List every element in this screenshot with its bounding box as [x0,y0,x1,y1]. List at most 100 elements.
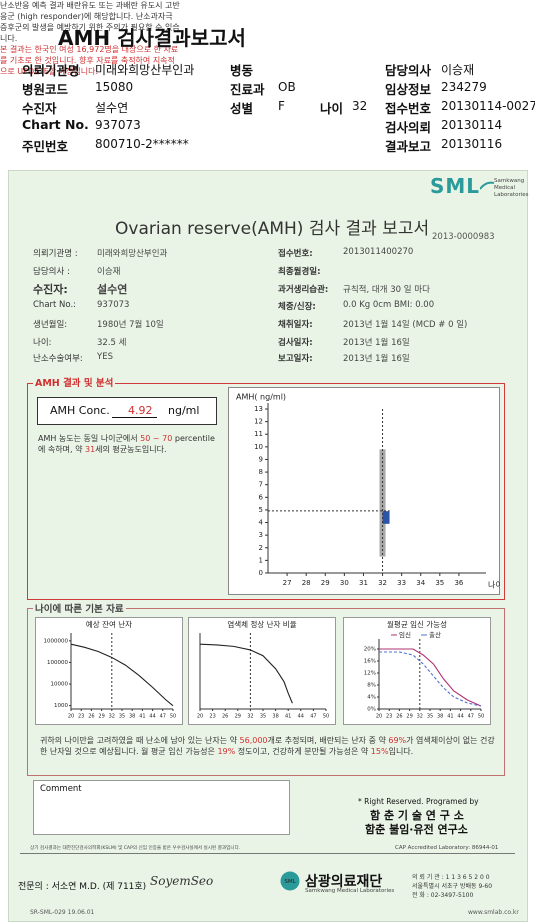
chart-title: 월평균 임신 가능성 [387,619,447,629]
analysis-note: 본 결과는 한국인 여성 16,972명을 대상으로 한 자료를 기초로 한 것… [0,45,179,76]
field-value: 234279 [441,80,487,94]
field-value: 32 [352,99,368,113]
field-label: 담당의사 [385,63,432,78]
field-value: 이승재 [97,267,121,277]
field-value: 설수연 [95,101,129,115]
report-title: Ovarian reserve(AMH) 검사 결과 보고서 [115,219,430,239]
x-tick-label: 29 [235,714,241,720]
amh-chart-frame [228,387,500,595]
field-value: 937073 [95,118,141,132]
field-label: 체중/신장: [278,302,316,312]
y-tick-label: 0 [259,569,263,577]
amh-label: AMH Conc. [50,404,110,417]
chart-frame [343,617,491,725]
y-tick-label: 8 [259,468,263,476]
curve [379,648,482,707]
x-tick-label: 32 [247,714,253,720]
highlight: 19% [217,747,236,756]
x-tick-label: 20 [68,714,74,720]
age-chart: 염색체 정상 난자 비율 20 23 26 29 32 35 38 41 44 47 50 [188,617,336,725]
x-tick-label: 35 [119,714,125,720]
field-label: 병동 [230,63,254,78]
x-tick-label: 38 [129,714,135,720]
field-value: 20130114 [441,118,503,132]
y-tick-label: 12% [364,671,376,677]
x-axis-label: 나이 [488,580,500,590]
field-label: 주민번호 [22,139,69,154]
x-tick-label: 50 [323,714,329,720]
curve [70,643,174,707]
badge [280,871,300,891]
x-tick-label: 47 [160,714,166,720]
field-label: 의뢰기관명 : [33,249,78,259]
field-value: 2013011400270 [343,247,414,257]
logo: SML [430,174,481,198]
cap: CAP Accredited Laboratory: 86944-01 [395,845,499,851]
x-tick-label: 20 [197,714,203,720]
y-tick-label: 0% [367,707,376,713]
title: AMH 검사결과보고서 [58,26,246,50]
comment-label: Comment [40,784,82,794]
divider [20,853,515,854]
field-value: YES [97,352,113,362]
x-tick-label: 35 [260,714,266,720]
highlight: 15% [370,747,389,756]
x-tick-label: 29 [406,714,412,720]
field-label: 난소수술여부: [33,354,83,364]
field-value: 0.0 Kg 0cm BMI: 0.00 [343,300,435,310]
text-part: 개로 추정되며, 배란되는 난자 중 약 [267,736,389,745]
field-label: Chart No. [22,117,89,132]
x-tick-label: 28 [302,579,311,587]
highlight: 69% [388,736,407,745]
field-value: 2013년 1월 16일 [343,354,410,364]
x-tick-label: 47 [310,714,316,720]
field-label: 나이: [33,338,52,348]
badge-text: SML [284,879,296,885]
field-label: 채취일자: [278,320,313,330]
field-value: 미래와희망산부인과 [97,249,168,259]
text-part: 정도이고, 건강하게 분만될 가능성은 약 [235,747,371,756]
iqr-box [382,511,390,524]
x-tick-label: 41 [447,714,453,720]
x-tick-label: 44 [149,714,155,720]
field-label: 나이 [320,101,344,116]
field-label: 과거생리습관: [278,285,329,295]
form-no: SR-SML-029 19.06.01 [30,909,95,916]
x-tick-label: 30 [340,579,349,587]
field-value: 2013년 1월 16일 [343,338,410,348]
section-heading: 나이에 따른 기본 자료 [33,601,126,615]
field-label: 진료과 [230,82,265,97]
site: www.smlab.co.kr [468,909,519,916]
field-label: 임상정보 [385,82,432,97]
field-value: 설수연 [97,283,128,296]
field-label: 보고일자: [278,354,313,364]
field-value: 1980년 7월 10일 [97,320,164,330]
field-label: 의뢰기관명 [22,63,80,78]
x-tick-label: 34 [416,579,425,587]
x-tick-label: 26 [396,714,402,720]
doc-no: 2013-0000983 [432,232,495,242]
org-line: 서울특별시 서초구 방배동 9-60 [412,883,493,890]
section-heading: AMH 결과 및 분석 [33,375,116,389]
y-tick-label: 5 [259,506,263,514]
chart-frame [188,617,336,725]
field-label: 검사일자: [278,338,313,348]
chart-title: 염색체 정상 난자 비율 [227,619,296,629]
field-value: 15080 [95,80,134,94]
comment-box [33,780,290,835]
y-tick-label: 11 [254,430,263,438]
x-tick-label: 38 [272,714,278,720]
y-tick-label: 10 [254,443,263,451]
y-tick-label: 8% [367,683,376,689]
org-line: 의 뢰 기 관 : 1 1 3 6 5 2 0 0 [412,874,490,881]
x-tick-label: 32 [417,714,423,720]
field-label: 담당의사 : [33,267,70,277]
cert: 상기 검사결과는 대한진단검사의학회(KSLM) 및 CAP의 신임 인증을 받… [30,846,241,851]
amh-section [27,383,505,600]
legend-label: 임신 [399,630,411,639]
logo-sub: Laboratories [494,192,529,198]
org-sub: Samkwang Medical Laboratories [305,888,395,894]
